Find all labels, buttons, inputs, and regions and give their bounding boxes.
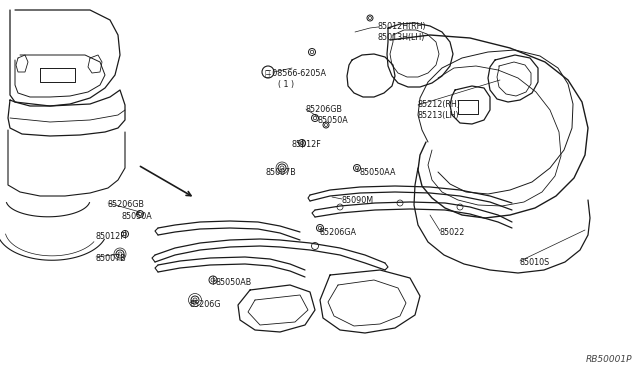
Text: 85022: 85022 — [440, 228, 465, 237]
Text: 85212(RH): 85212(RH) — [418, 100, 461, 109]
Text: 85213(LH): 85213(LH) — [418, 111, 460, 120]
Text: 85050AB: 85050AB — [216, 278, 252, 287]
Text: 85050A: 85050A — [122, 212, 153, 221]
Text: 85012F: 85012F — [96, 232, 125, 241]
Text: 85206GB: 85206GB — [108, 200, 145, 209]
Text: Ⓢ 08566-6205A: Ⓢ 08566-6205A — [265, 68, 326, 77]
Text: 85007B: 85007B — [96, 254, 127, 263]
Text: 85090M: 85090M — [342, 196, 374, 205]
Text: RB50001P: RB50001P — [586, 355, 632, 364]
Text: ( 1 ): ( 1 ) — [278, 80, 294, 89]
Text: 85012F: 85012F — [291, 140, 321, 149]
Text: 85050AA: 85050AA — [360, 168, 397, 177]
Text: 85010S: 85010S — [520, 258, 550, 267]
Text: 85012H(RH): 85012H(RH) — [378, 22, 427, 31]
Text: 85206G: 85206G — [190, 300, 221, 309]
Text: 85013H(LH): 85013H(LH) — [378, 33, 426, 42]
Text: 85206GB: 85206GB — [306, 105, 343, 114]
Text: 85206GA: 85206GA — [320, 228, 357, 237]
Text: 85007B: 85007B — [266, 168, 297, 177]
Text: 85050A: 85050A — [318, 116, 349, 125]
